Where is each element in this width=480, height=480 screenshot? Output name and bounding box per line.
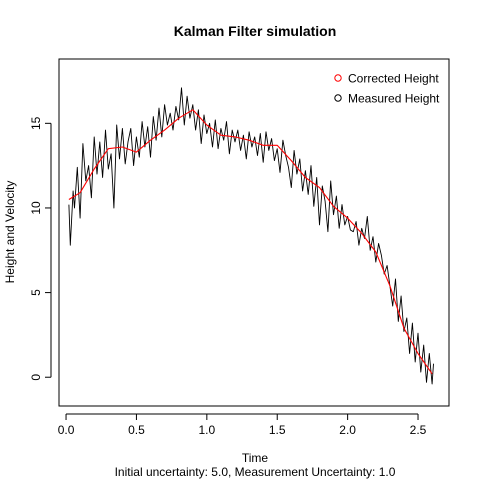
y-tick-label: 10 xyxy=(29,201,43,215)
plot-frame xyxy=(58,58,450,407)
legend-marker-corrected xyxy=(334,74,342,82)
x-axis-label: Time xyxy=(242,451,269,465)
legend-label-corrected: Corrected Height xyxy=(348,72,439,86)
x-tick-label: 0.5 xyxy=(128,423,145,437)
x-tick-label: 2.0 xyxy=(339,423,356,437)
x-tick-label: 1.0 xyxy=(198,423,215,437)
x-axis: 0.0 0.5 1.0 1.5 2.0 2.5 xyxy=(58,413,427,437)
x-tick-label: 2.5 xyxy=(410,423,427,437)
series-line-measured-height xyxy=(68,87,434,385)
y-tick-label: 0 xyxy=(29,374,43,381)
y-tick-label: 5 xyxy=(29,289,43,296)
series-layer xyxy=(68,87,434,385)
chart-title: Kalman Filter simulation xyxy=(174,23,337,39)
y-axis: 0 5 10 15 xyxy=(29,116,52,381)
chart-subtitle: Initial uncertainty: 5.0, Measurement Un… xyxy=(115,465,396,479)
legend: Corrected Height Measured Height xyxy=(334,72,440,106)
x-tick-label: 1.5 xyxy=(269,423,286,437)
legend-label-measured: Measured Height xyxy=(348,92,440,106)
legend-marker-measured xyxy=(334,94,342,102)
series-line-corrected-height xyxy=(68,109,433,375)
y-tick-label: 15 xyxy=(29,116,43,130)
y-axis-label: Height and Velocity xyxy=(3,181,17,284)
x-tick-label: 0.0 xyxy=(58,423,75,437)
